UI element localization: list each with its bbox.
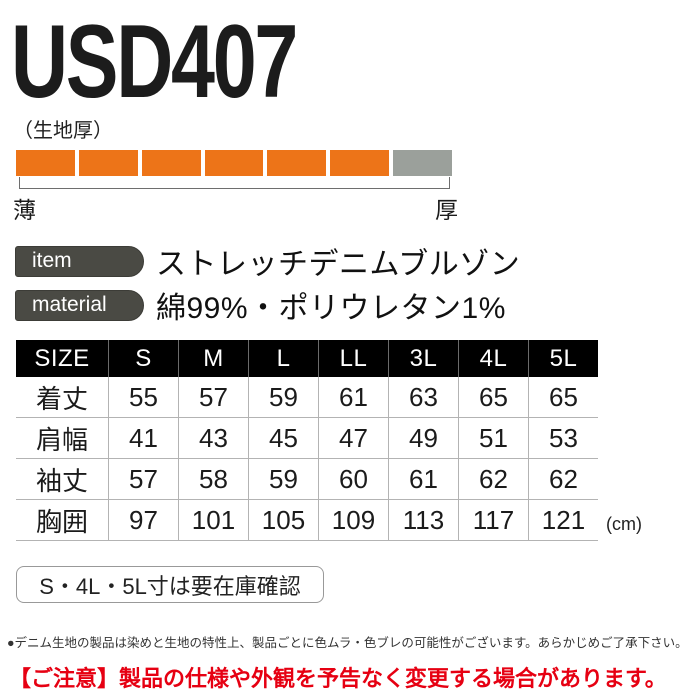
size-header-L: L — [248, 340, 318, 377]
measure-value-cell: 97 — [108, 500, 178, 541]
size-header-M: M — [178, 340, 248, 377]
measure-value-cell: 65 — [458, 377, 528, 418]
measure-value-cell: 113 — [388, 500, 458, 541]
item-badge: item — [15, 245, 144, 277]
fabric-thickness-gauge — [16, 150, 453, 176]
gauge-segment-filled — [330, 150, 390, 176]
size-header-LL: LL — [318, 340, 388, 377]
material-badge: material — [15, 289, 144, 321]
measure-value-cell: 63 — [388, 377, 458, 418]
measure-row-label: 袖丈 — [16, 459, 108, 500]
gauge-thick-label: 厚 — [435, 197, 458, 223]
gauge-segment-filled — [16, 150, 75, 176]
gauge-segment-filled — [141, 150, 201, 176]
measure-value-cell: 105 — [248, 500, 318, 541]
measure-value-cell: 45 — [248, 418, 318, 459]
measure-value-cell: 62 — [528, 459, 598, 500]
measure-value-cell: 61 — [388, 459, 458, 500]
measure-value-cell: 62 — [458, 459, 528, 500]
measure-value-cell: 47 — [318, 418, 388, 459]
size-header-3L: 3L — [388, 340, 458, 377]
measure-value-cell: 53 — [528, 418, 598, 459]
spec-change-warning: 【ご注意】製品の仕様や外観を予告なく変更する場合があります。 — [9, 666, 667, 691]
gauge-segment-filled — [78, 150, 138, 176]
measure-row-label: 着丈 — [16, 377, 108, 418]
measure-row-label: 胸囲 — [16, 500, 108, 541]
gauge-segment-filled — [267, 150, 327, 176]
item-row: item ストレッチデニムブルゾン — [15, 239, 520, 283]
measure-value-cell: 55 — [108, 377, 178, 418]
measure-value-cell: 51 — [458, 418, 528, 459]
measure-value-cell: 59 — [248, 377, 318, 418]
stock-check-note-box: S・4L・5L寸は要在庫確認 — [16, 566, 324, 603]
measure-value-cell: 57 — [108, 459, 178, 500]
size-header-label: SIZE — [16, 340, 108, 377]
measure-value-cell: 41 — [108, 418, 178, 459]
measure-value-cell: 58 — [178, 459, 248, 500]
size-header-S: S — [108, 340, 178, 377]
gauge-thin-label: 薄 — [13, 197, 36, 223]
gauge-segment-empty — [393, 150, 453, 176]
size-header-4L: 4L — [458, 340, 528, 377]
gauge-segment-filled — [204, 150, 264, 176]
measure-value-cell: 65 — [528, 377, 598, 418]
measure-value-cell: 109 — [318, 500, 388, 541]
measure-row-label: 肩幅 — [16, 418, 108, 459]
measure-value-cell: 117 — [458, 500, 528, 541]
size-chart-table: SIZE S M L LL 3L 4L 5L 着丈 55 57 59 61 63 65 65 肩幅 41 43 45 4… — [16, 340, 598, 541]
measure-value-cell: 121 — [528, 500, 598, 541]
fabric-thickness-label: （生地厚） — [13, 120, 113, 142]
measure-value-cell: 60 — [318, 459, 388, 500]
gauge-end-labels: 薄 厚 — [13, 191, 458, 225]
size-header-5L: 5L — [528, 340, 598, 377]
denim-fabric-footnote: ●デニム生地の製品は染めと生地の特性上、製品ごとに色ムラ・色ブレの可能性がござい… — [7, 636, 688, 650]
measure-value-cell: 61 — [318, 377, 388, 418]
product-code-title: USD407 — [11, 4, 298, 120]
item-name: ストレッチデニムブルゾン — [156, 248, 521, 281]
measure-value-cell: 43 — [178, 418, 248, 459]
measure-value-cell: 57 — [178, 377, 248, 418]
material-composition: 綿99%・ポリウレタン1% — [156, 292, 506, 325]
measure-value-cell: 59 — [248, 459, 318, 500]
size-unit-label: (cm) — [606, 514, 642, 534]
measure-value-cell: 49 — [388, 418, 458, 459]
measure-value-cell: 101 — [178, 500, 248, 541]
material-row: material 綿99%・ポリウレタン1% — [15, 283, 506, 327]
gauge-range-bracket — [19, 177, 450, 189]
